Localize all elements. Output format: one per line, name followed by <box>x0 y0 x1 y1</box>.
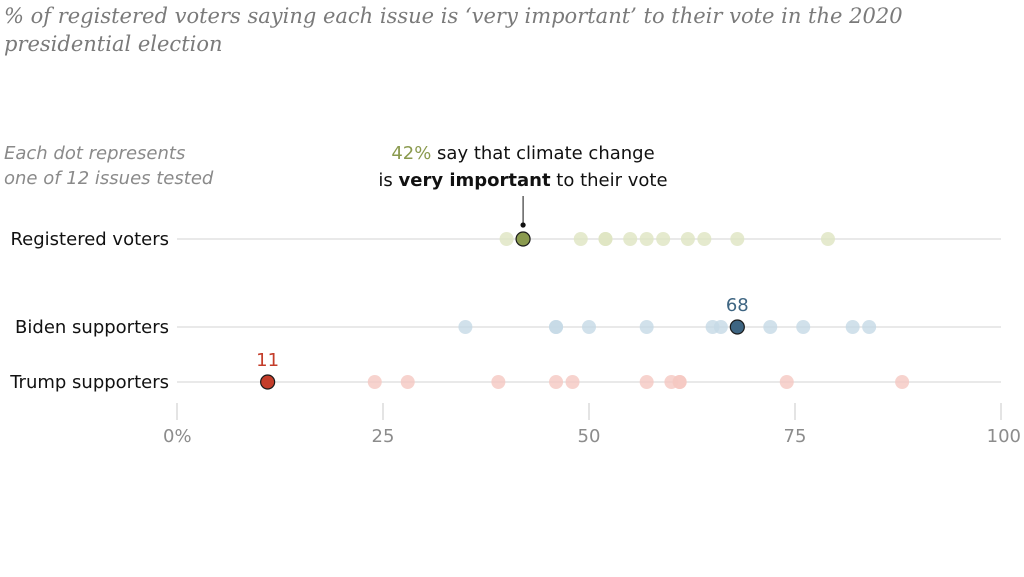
callout-line-2: is very important to their vote <box>378 170 667 191</box>
callout-text-1: say that climate change <box>431 143 654 164</box>
trump-supporters-dot-12 <box>895 375 910 389</box>
registered-voters-dot-12 <box>820 232 835 246</box>
trump-supporters-dot-6 <box>565 375 580 389</box>
biden-supporters-dot-7 <box>713 320 728 334</box>
trump-supporters-dot-4 <box>491 375 506 389</box>
biden-supporters-dot-1 <box>458 320 473 334</box>
biden-supporters-dot-5 <box>639 320 654 334</box>
registered-voters-row-label: Registered voters <box>10 229 169 250</box>
callout-line-1: 42% say that climate change <box>391 143 654 164</box>
biden-supporters-dot-3 <box>549 320 564 334</box>
biden-supporters-dot-11 <box>845 320 860 334</box>
callout-leader-dot <box>520 222 526 228</box>
callout-value: 42% <box>391 143 431 164</box>
registered-voters-dot-11 <box>730 232 745 246</box>
trump-supporters-dot-7 <box>639 375 654 389</box>
callout-text-bold: very important <box>399 170 551 191</box>
registered-voters-dot-10 <box>697 232 712 246</box>
trump-supporters-dot-11 <box>779 375 794 389</box>
trump-supporters-dot-5 <box>549 375 564 389</box>
registered-voters-dot-3 <box>573 232 588 246</box>
biden-supporters-dot-9 <box>763 320 778 334</box>
chart-title: % of registered voters saying each issue… <box>4 4 903 56</box>
callout-text-2b: to their vote <box>551 170 668 191</box>
trump-supporters-row-label: Trump supporters <box>9 372 169 393</box>
biden-supporters-highlight-label: 68 <box>726 295 749 316</box>
note-line-1: Each dot represents <box>4 143 185 164</box>
biden-supporters-dot-12 <box>862 320 877 334</box>
registered-voters-dot-1 <box>499 232 514 246</box>
trump-supporters-highlight-label: 11 <box>256 350 279 371</box>
biden-supporters-dot-4 <box>582 320 596 334</box>
biden-supporters-dot-10 <box>796 320 811 334</box>
registered-voters-dot-8 <box>656 232 671 246</box>
registered-voters-dot-5 <box>598 232 613 246</box>
registered-voters-highlight-dot <box>515 231 531 247</box>
trump-supporters-dot-2 <box>367 375 382 389</box>
x-tick-label-75: 75 <box>784 426 807 447</box>
trump-supporters-dot-3 <box>400 375 415 389</box>
registered-voters-dot-7 <box>639 232 654 246</box>
registered-voters-dot-6 <box>623 232 638 246</box>
note-line-2: one of 12 issues tested <box>4 168 214 189</box>
trump-supporters-dot-10 <box>672 375 687 389</box>
plot-area: 0% 25 50 75 100 Registered voters Biden suppor… <box>9 196 1021 447</box>
x-tick-label-100: 100 <box>987 426 1021 447</box>
x-tick-label-0: 0% <box>163 426 192 447</box>
callout-text-2a: is <box>378 170 398 191</box>
biden-supporters-highlight-dot <box>729 319 745 335</box>
x-tick-label-50: 50 <box>578 426 601 447</box>
x-tick-label-25: 25 <box>372 426 395 447</box>
biden-supporters-row-label: Biden supporters <box>15 317 169 338</box>
trump-supporters-highlight-dot <box>260 374 276 390</box>
registered-voters-dot-9 <box>680 232 695 246</box>
